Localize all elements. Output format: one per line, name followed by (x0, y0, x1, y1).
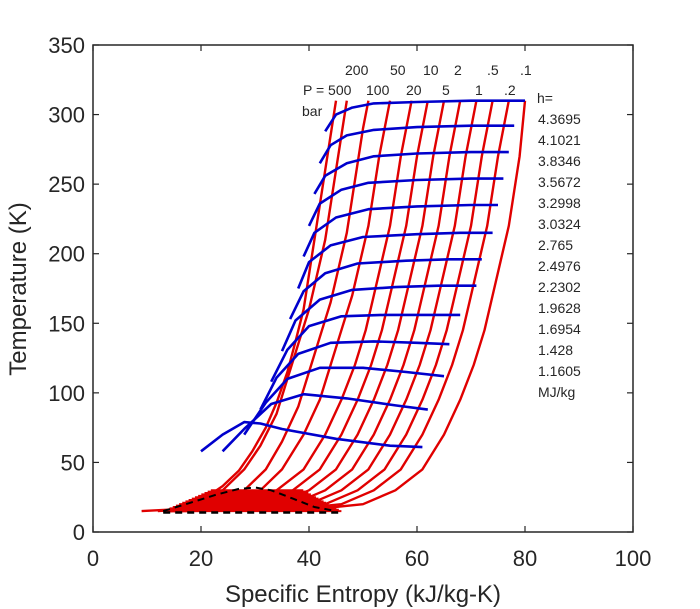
pressure-labels: 200 50 10 2 .5 .1 P = 500 100 20 5 1 .2 … (302, 62, 532, 119)
y-tick-label: 50 (61, 450, 85, 475)
isenthalp-line (318, 124, 515, 164)
isenthalp-line (296, 231, 493, 289)
pressure-label: 2 (454, 62, 462, 78)
enthalpy-value-label: 1.428 (538, 342, 573, 358)
enthalpy-value-label: 3.0324 (538, 216, 581, 232)
pressure-label: 200 (345, 62, 369, 78)
x-tick-label: 20 (189, 546, 213, 571)
enthalpy-labels: h= 4.3695 4.1021 3.8346 3.5672 3.2998 3.0324 2… (537, 90, 581, 400)
pressure-label: .5 (487, 62, 499, 78)
plot-frame (92, 44, 634, 533)
pressure-label: .1 (520, 62, 532, 78)
enthalpy-value-label: 2.4976 (538, 258, 581, 274)
isenthalp-line (200, 420, 423, 453)
isenthalp-line (221, 392, 428, 453)
x-axis: 0 20 40 60 80 100 (87, 45, 651, 571)
x-tick-label: 80 (513, 546, 537, 571)
saturation-dome (162, 486, 342, 514)
pressure-unit-label: bar (302, 103, 323, 119)
y-tick-label: 150 (48, 311, 85, 336)
enthalpy-value-label: 1.9628 (538, 300, 581, 316)
enthalpy-value-label: 2.765 (538, 237, 573, 253)
pressure-label: P = 500 (303, 82, 352, 98)
x-tick-label: 0 (87, 546, 99, 571)
enthalpy-unit-label: MJ/kg (538, 384, 575, 400)
isobar-line (173, 100, 510, 513)
pressure-label: 10 (423, 62, 439, 78)
enthalpy-value-label: 1.6954 (538, 321, 581, 337)
pressure-label: 50 (390, 62, 406, 78)
enthalpy-value-label: 3.2998 (538, 195, 581, 211)
enthalpy-value-label: 3.5672 (538, 174, 581, 190)
x-axis-label: Specific Entropy (kJ/kg-K) (225, 581, 501, 608)
isobar-line (179, 100, 527, 513)
isenthalp-line (270, 313, 461, 383)
pressure-label: .2 (504, 82, 516, 98)
isenthalp-line (259, 340, 450, 411)
pressure-label: 1 (475, 82, 483, 98)
isenthalp-line (307, 177, 504, 227)
y-tick-label: 0 (73, 520, 85, 545)
isenthalp-lines (200, 99, 525, 453)
isobar-line (168, 100, 478, 513)
y-axis-label: Temperature (K) (5, 202, 32, 375)
enthalpy-value-label: 4.3695 (538, 111, 581, 127)
isenthalp-line (302, 203, 498, 258)
enthalpy-value-label: 4.1021 (538, 132, 581, 148)
enthalpy-value-label: 2.2302 (538, 279, 581, 295)
x-tick-label: 40 (297, 546, 321, 571)
pressure-label: 5 (442, 82, 450, 98)
dome-curve (162, 486, 337, 513)
isenthalp-line (280, 284, 477, 352)
enthalpy-value-label: 3.8346 (538, 153, 581, 169)
enthalpy-value-label: 1.1605 (538, 363, 581, 379)
y-tick-label: 250 (48, 172, 85, 197)
isenthalp-line (243, 366, 445, 436)
isenthalp-line (313, 150, 509, 195)
isenthalp-line (288, 258, 482, 320)
pressure-label: 20 (406, 82, 422, 98)
y-tick-label: 200 (48, 242, 85, 267)
y-tick-label: 350 (48, 33, 85, 58)
x-tick-label: 60 (405, 546, 429, 571)
x-tick-label: 100 (615, 546, 652, 571)
isenthalp-line (324, 99, 525, 133)
y-tick-label: 100 (48, 381, 85, 406)
isobar-line (173, 100, 494, 513)
pressure-label: 100 (366, 82, 390, 98)
enthalpy-header: h= (537, 90, 553, 106)
y-tick-label: 300 (48, 103, 85, 128)
